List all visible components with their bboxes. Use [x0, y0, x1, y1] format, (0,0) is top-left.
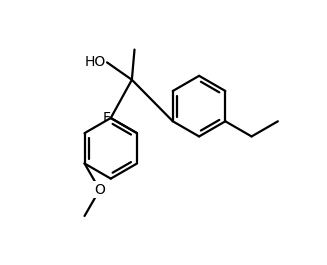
Text: F: F: [103, 111, 111, 125]
Text: HO: HO: [84, 55, 106, 69]
Text: O: O: [94, 183, 105, 197]
